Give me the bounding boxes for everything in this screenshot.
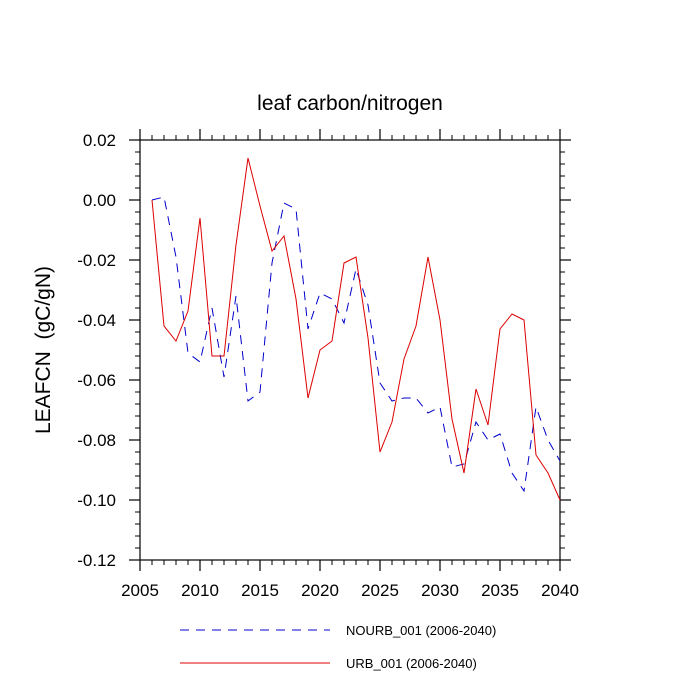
x-tick-label: 2025 bbox=[361, 581, 399, 600]
y-tick-label: -0.12 bbox=[77, 551, 116, 570]
x-tick-label: 2015 bbox=[241, 581, 279, 600]
x-tick-labels: 2005 2010 2015 2020 2025 2030 2035 2040 bbox=[121, 581, 579, 600]
chart-title: leaf carbon/nitrogen bbox=[257, 92, 443, 115]
minor-ticks bbox=[135, 135, 565, 565]
y-tick-label: -0.04 bbox=[77, 311, 116, 330]
legend-label-urb: URB_001 (2006-2040) bbox=[346, 656, 477, 671]
series-line-nourb bbox=[151, 196, 561, 493]
y-tick-label: -0.02 bbox=[77, 251, 116, 270]
series-lines bbox=[151, 157, 561, 501]
y-tick-labels: 0.02 0.00 -0.02 -0.04 -0.06 -0.08 -0.10 -0.12 bbox=[77, 131, 116, 570]
x-tick-label: 2040 bbox=[541, 581, 579, 600]
y-tick-label: -0.08 bbox=[77, 431, 116, 450]
y-axis-label: LEAFCN (gC/gN) bbox=[32, 266, 55, 434]
y-tick-label: -0.10 bbox=[77, 491, 116, 510]
legend-label-nourb: NOURB_001 (2006-2040) bbox=[346, 623, 496, 638]
x-tick-label: 2035 bbox=[481, 581, 519, 600]
x-tick-label: 2030 bbox=[421, 581, 459, 600]
major-ticks bbox=[129, 129, 571, 571]
plot-frame bbox=[139, 139, 561, 561]
x-tick-label: 2020 bbox=[301, 581, 339, 600]
y-tick-label: 0.02 bbox=[83, 131, 116, 150]
y-tick-label: 0.00 bbox=[83, 191, 116, 210]
x-tick-label: 2005 bbox=[121, 581, 159, 600]
series-line-urb bbox=[151, 157, 561, 501]
y-tick-label: -0.06 bbox=[77, 371, 116, 390]
legend: NOURB_001 (2006-2040) URB_001 (2006-2040) bbox=[180, 623, 496, 671]
x-tick-label: 2010 bbox=[181, 581, 219, 600]
